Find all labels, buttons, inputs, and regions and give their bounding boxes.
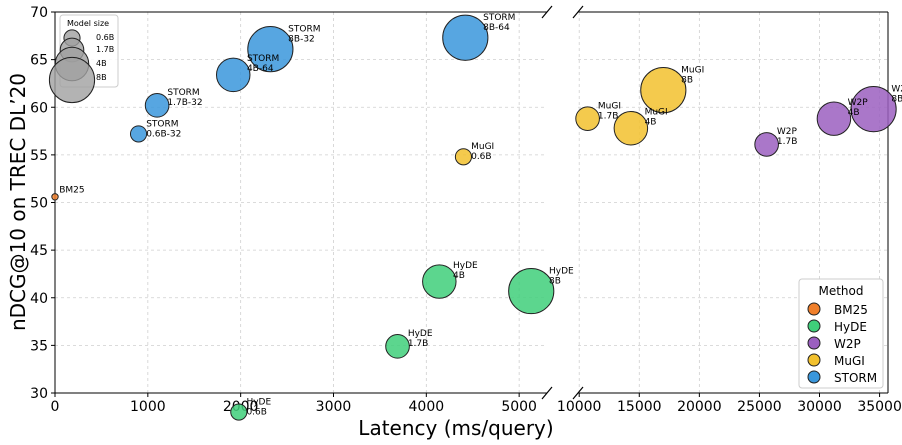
data-point-w2p <box>850 86 897 133</box>
labels-layer: BM25 STORM 0.6B-32 STORM 1.7B-32 STORM 4B-64 ST… <box>59 13 902 417</box>
data-label: STORM 8B-64 <box>483 13 515 33</box>
y-tick-label: 60 <box>30 100 48 116</box>
data-label: W2P8B <box>891 84 902 104</box>
data-label: HyDE 1.7B <box>408 329 433 349</box>
method-legend-label: W2P <box>834 337 861 351</box>
size-legend-label: 0.6B <box>96 33 114 42</box>
data-label: MuGI 8B <box>681 65 704 85</box>
method-legend-title: Method <box>818 284 863 298</box>
data-point-storm <box>144 93 170 118</box>
method-legend-label: STORM <box>834 371 877 385</box>
data-label: STORM 4B-64 <box>247 54 279 74</box>
x-tick-label: 4000 <box>409 399 445 415</box>
data-label: STORM 0.6B-32 <box>146 119 181 139</box>
x-tick-label: 0 <box>51 399 60 415</box>
axis-break-mark <box>541 386 553 400</box>
y-tick-label: 65 <box>30 53 48 69</box>
method-legend-marker <box>807 319 821 333</box>
data-point-storm <box>215 57 251 93</box>
data-point-mugi <box>613 110 649 146</box>
data-point-hyde <box>385 334 410 359</box>
data-label: W2P 4B <box>848 98 869 118</box>
data-label: MuGI 4B <box>645 107 668 127</box>
y-tick-label: 55 <box>30 148 48 164</box>
method-legend: Method BM25 HyDE W2P MuGI STORM <box>798 278 884 389</box>
points-layer <box>51 14 897 421</box>
data-point-w2p <box>816 101 852 136</box>
gridlines <box>54 11 888 394</box>
data-label: HyDE 4B <box>453 261 478 281</box>
data-point-hyde <box>230 403 248 421</box>
size-legend: Model size 0.6B 1.7B 4B 8B <box>48 14 119 104</box>
method-legend-marker <box>807 370 821 384</box>
size-legend-label: 4B <box>96 59 107 68</box>
size-legend-label: 1.7B <box>96 45 114 54</box>
data-label: MuGI 0.6B <box>471 142 494 162</box>
x-tick-label: 10000 <box>557 399 602 415</box>
x-tick-label: 25000 <box>737 399 782 415</box>
y-tick-label: 45 <box>30 243 48 259</box>
x-tick-label: 3000 <box>316 399 352 415</box>
x-tick-label: 20000 <box>677 399 722 415</box>
data-point-w2p <box>754 132 779 157</box>
x-tick-label: 1000 <box>130 399 166 415</box>
data-label: STORM 1.7B-32 <box>167 88 202 108</box>
data-label: MuGI 1.7B <box>598 101 621 121</box>
data-point-storm <box>247 26 294 73</box>
y-tick-label: 70 <box>30 5 48 21</box>
method-legend-label: HyDE <box>834 320 867 334</box>
y-tick-label: 30 <box>30 386 48 402</box>
data-point-storm <box>129 125 148 143</box>
y-axis-label: nDCG@10 on TREC DL’20 <box>6 73 30 331</box>
data-point-bm25 <box>51 193 59 201</box>
method-legend-marker <box>807 353 821 367</box>
method-legend-marker <box>807 302 821 316</box>
method-legend-label: BM25 <box>834 303 868 317</box>
x-tick-label: 35000 <box>857 399 902 415</box>
size-legend-title: Model size <box>67 19 109 28</box>
data-point-hyde <box>508 267 555 315</box>
data-point-mugi <box>575 106 600 131</box>
data-label: HyDE 0.6B <box>246 397 271 417</box>
data-label: HyDE 8B <box>549 266 574 286</box>
y-tick-label: 50 <box>30 196 48 212</box>
data-point-hyde <box>422 264 457 299</box>
x-tick-label: 15000 <box>617 399 662 415</box>
x-tick-label: 30000 <box>797 399 842 415</box>
left-panel: 303540455055606570010002000300040005000 <box>30 5 584 415</box>
size-legend-marker <box>48 56 96 104</box>
x-axis-label: Latency (ms/query) <box>358 416 553 440</box>
x-tick-label: 5000 <box>501 399 537 415</box>
y-tick-label: 40 <box>30 291 48 307</box>
data-point-storm <box>442 14 489 61</box>
data-label: STORM 8B-32 <box>288 24 320 44</box>
y-tick-label: 35 <box>30 338 48 354</box>
method-legend-label: MuGI <box>834 354 865 368</box>
data-point-mugi <box>640 67 687 114</box>
data-label: W2P 1.7B <box>777 127 798 147</box>
data-point-mugi <box>454 148 473 166</box>
data-label: BM25 <box>59 186 84 196</box>
axis-break-mark <box>541 5 553 19</box>
right-panel: 10000 15000 20000 25000 30000 35000 <box>557 11 902 415</box>
size-legend-label: 8B <box>96 73 107 82</box>
method-legend-marker <box>807 336 821 350</box>
